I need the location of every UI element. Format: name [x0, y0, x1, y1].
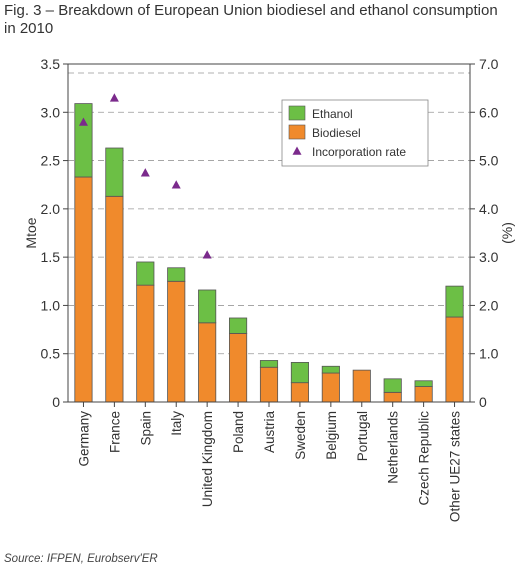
x-tick-label: Spain — [138, 411, 153, 446]
bar-biodiesel — [352, 369, 371, 403]
y-axis-title-left: Mtoe — [23, 217, 39, 248]
incorporation-marker — [78, 117, 88, 126]
bar-biodiesel — [198, 322, 217, 403]
legend-label-biodiesel: Biodiesel — [312, 126, 361, 140]
x-tick-label: Poland — [231, 411, 246, 453]
legend-swatch-ethanol — [288, 105, 306, 121]
bar-ethanol — [198, 289, 217, 324]
x-tick-label: Netherlands — [386, 411, 401, 484]
bar-ethanol — [445, 285, 464, 318]
x-tick-label: Czech Republic — [417, 411, 432, 506]
incorporation-marker — [140, 168, 150, 177]
legend-swatch-biodiesel — [288, 124, 306, 140]
bar-ethanol — [414, 380, 433, 387]
bar-ethanol — [290, 362, 309, 384]
y-tick-label-right: 5.0 — [479, 153, 499, 169]
chart-title: Fig. 3 – Breakdown of European Union bio… — [4, 2, 498, 37]
bar-ethanol — [321, 365, 340, 374]
bar-ethanol — [136, 261, 155, 286]
bar-biodiesel — [167, 280, 186, 403]
y-tick-label-right: 7.0 — [479, 56, 499, 72]
x-tick-label: Italy — [169, 411, 184, 436]
y-tick-label-left: 2.0 — [41, 201, 61, 217]
bar-ethanol — [259, 360, 279, 368]
y-tick-label-left: 0 — [52, 394, 60, 410]
x-tick-label: Portugal — [355, 411, 370, 461]
bar-biodiesel — [383, 391, 402, 403]
bar-biodiesel — [136, 284, 155, 403]
bar-ethanol — [105, 147, 124, 197]
legend-label-incorporation: Incorporation rate — [312, 145, 406, 159]
bar-biodiesel — [414, 386, 433, 403]
bar-biodiesel — [290, 382, 309, 403]
x-tick-label: Austria — [262, 411, 277, 454]
bar-ethanol — [229, 317, 248, 334]
y-axis-title-right: (%) — [499, 222, 515, 244]
incorporation-marker — [171, 180, 181, 189]
axes-layer: 3.5 7.0 3.0 6.0 2.5 5.0 2.0 4.0 1.5 3.0 1.0 2.0 0.5 1… — [23, 56, 515, 522]
x-tick-label: Other UE27 states — [448, 411, 463, 522]
y-tick-label-left: 1.0 — [41, 297, 61, 313]
markers-layer — [78, 93, 212, 259]
y-tick-label-right: 1.0 — [479, 346, 499, 362]
y-tick-label-left: 0.5 — [41, 346, 61, 362]
legend-marker-incorporation — [292, 146, 302, 155]
y-tick-label-left: 3.5 — [41, 56, 61, 72]
y-tick-label-right: 2.0 — [479, 297, 499, 313]
bar-biodiesel — [229, 333, 248, 403]
legend: Ethanol Biodiesel Incorporation rate — [281, 99, 429, 167]
incorporation-marker — [109, 93, 119, 102]
y-tick-label-right: 4.0 — [479, 201, 499, 217]
y-tick-label-left: 1.5 — [41, 249, 61, 265]
y-tick-label-right: 3.0 — [479, 249, 499, 265]
bar-ethanol — [383, 378, 402, 393]
x-tick-label: France — [107, 411, 122, 453]
bar-biodiesel — [105, 195, 124, 403]
incorporation-marker — [202, 250, 212, 259]
y-tick-label-left: 2.5 — [41, 153, 61, 169]
bar-biodiesel — [74, 176, 93, 403]
bar-biodiesel — [321, 372, 340, 403]
x-tick-label: Sweden — [293, 411, 308, 460]
legend-label-ethanol: Ethanol — [312, 107, 353, 121]
y-tick-label-right: 6.0 — [479, 104, 499, 120]
bar-ethanol — [74, 103, 93, 178]
bar-biodiesel — [445, 316, 464, 403]
source-note: Source: IFPEN, Eurobserv'ER — [4, 553, 158, 565]
legend-box — [281, 99, 429, 167]
x-tick-label: Germany — [76, 411, 91, 467]
x-tick-label: Belgium — [324, 411, 339, 460]
y-tick-label-right: 0 — [479, 394, 487, 410]
y-tick-label-left: 3.0 — [41, 104, 61, 120]
bar-biodiesel — [259, 366, 279, 403]
x-tick-label: United Kingdom — [200, 411, 215, 507]
bar-ethanol — [167, 267, 186, 282]
